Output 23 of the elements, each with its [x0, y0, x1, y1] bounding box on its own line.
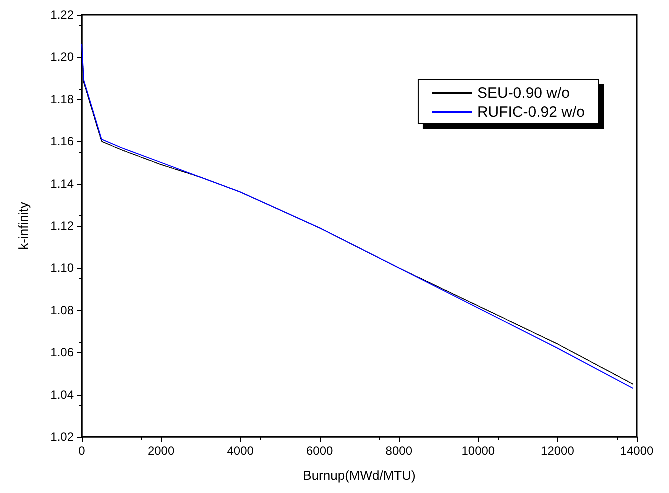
- x-tick-label: 6000: [306, 444, 334, 458]
- y-tick-label: 1.04: [50, 388, 74, 402]
- x-tick-label: 0: [78, 444, 86, 458]
- y-tick-label: 1.16: [50, 134, 74, 149]
- y-tick-label: 1.06: [50, 346, 74, 360]
- legend-label: RUFIC-0.92 w/o: [477, 104, 586, 121]
- x-tick-label: 10000: [462, 444, 496, 458]
- y-axis-title: k-infinity: [16, 202, 31, 250]
- y-tick-label: 1.08: [50, 303, 74, 318]
- x-tick-label: 2000: [148, 444, 175, 458]
- y-tick-label: 1.12: [50, 219, 74, 233]
- y-tick-label: 1.02: [50, 430, 74, 444]
- x-tick-label: 8000: [386, 444, 413, 458]
- y-tick-label: 1.14: [50, 176, 74, 191]
- y-tick-label: 1.18: [50, 92, 74, 106]
- y-tick-label: 1.20: [50, 50, 74, 64]
- y-tick-label: 1.22: [50, 8, 74, 22]
- x-tick-label: 14000: [620, 444, 654, 458]
- y-tick-label: 1.10: [50, 261, 74, 276]
- x-tick-label: 12000: [541, 444, 575, 458]
- legend-label: SEU-0.90 w/o: [477, 85, 570, 102]
- x-tick-label: 4000: [227, 444, 254, 458]
- x-axis-title: Burnup(MWd/MTU): [303, 468, 416, 483]
